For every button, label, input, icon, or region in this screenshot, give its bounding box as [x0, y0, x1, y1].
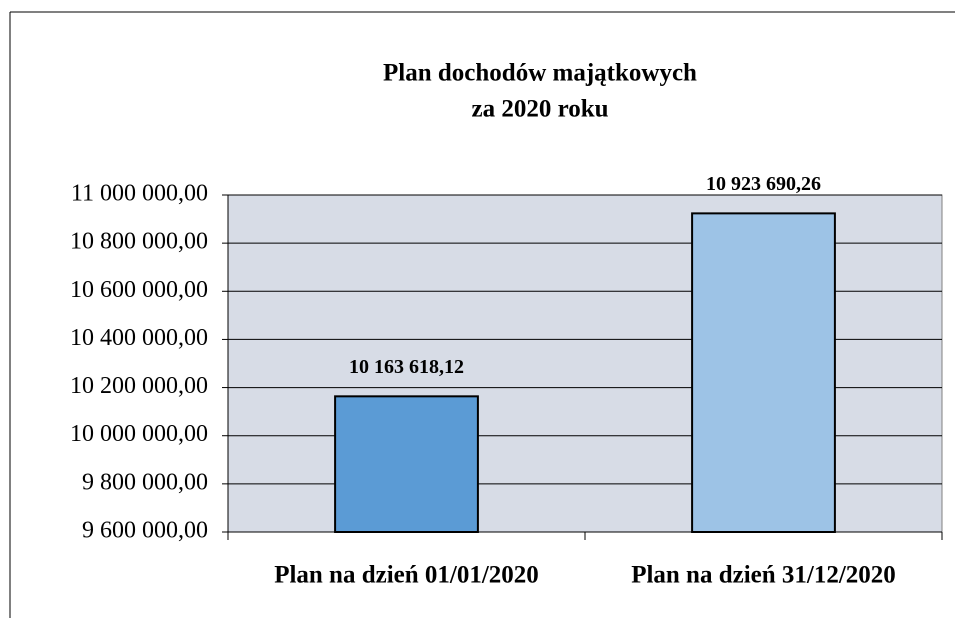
bar: [691, 212, 836, 534]
bar: [334, 395, 479, 533]
y-tick-label: 10 800 000,00: [70, 229, 208, 255]
data-label: 10 163 618,12: [349, 356, 464, 378]
y-tick-label: 10 000 000,00: [70, 421, 208, 447]
y-tick-label: 10 200 000,00: [70, 373, 208, 399]
chart-title: Plan dochodów majątkowych: [383, 60, 697, 87]
chart-title: za 2020 roku: [471, 96, 608, 123]
x-tick-label: Plan na dzień 31/12/2020: [631, 562, 896, 589]
data-label: 10 923 690,26: [706, 173, 821, 195]
x-tick-label: Plan na dzień 01/01/2020: [274, 562, 539, 589]
y-tick-label: 11 000 000,00: [71, 181, 208, 207]
y-tick-label: 9 800 000,00: [82, 469, 208, 495]
y-tick-label: 9 600 000,00: [82, 518, 208, 544]
y-tick-label: 10 400 000,00: [70, 325, 208, 351]
y-tick-label: 10 600 000,00: [70, 277, 208, 303]
